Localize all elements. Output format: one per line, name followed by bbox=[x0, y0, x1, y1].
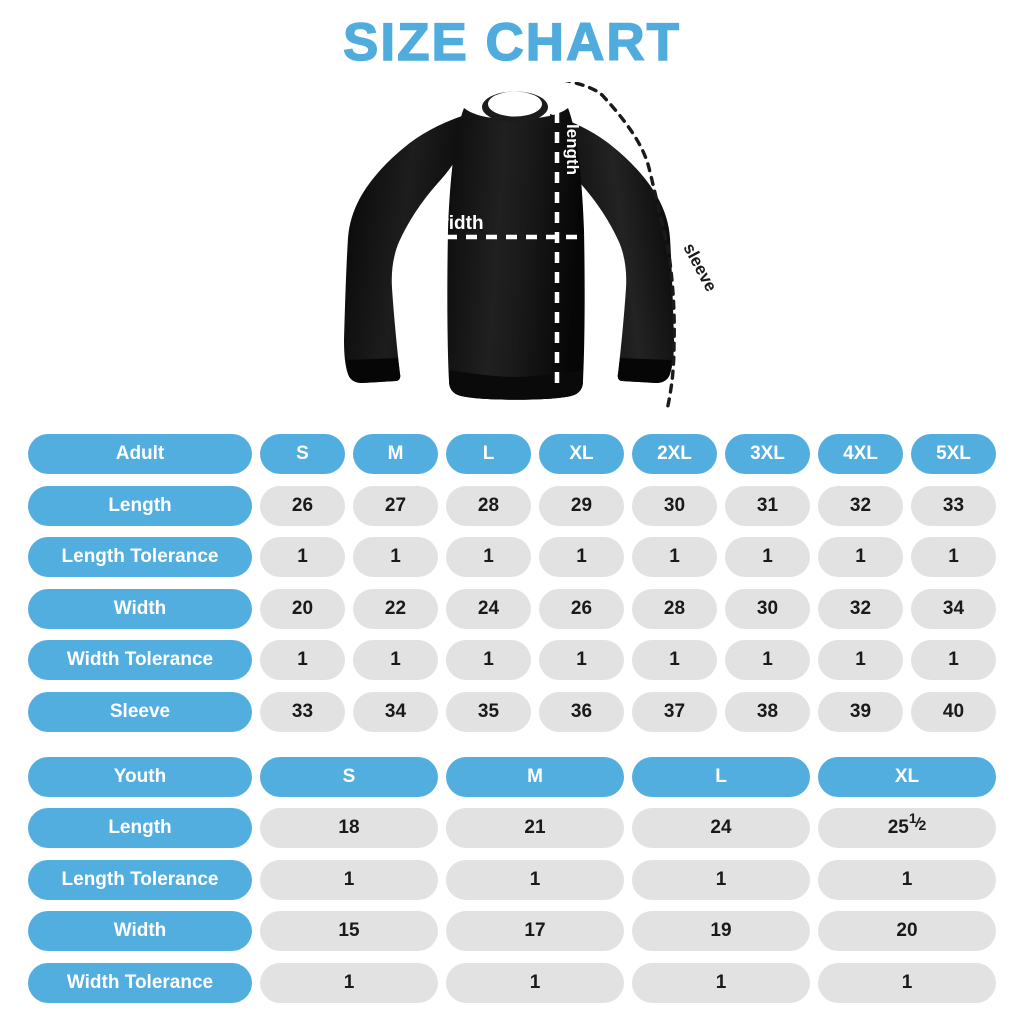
svg-text:sleeve: sleeve bbox=[679, 240, 720, 295]
svg-text:width: width bbox=[433, 213, 484, 234]
svg-text:length: length bbox=[563, 124, 582, 175]
